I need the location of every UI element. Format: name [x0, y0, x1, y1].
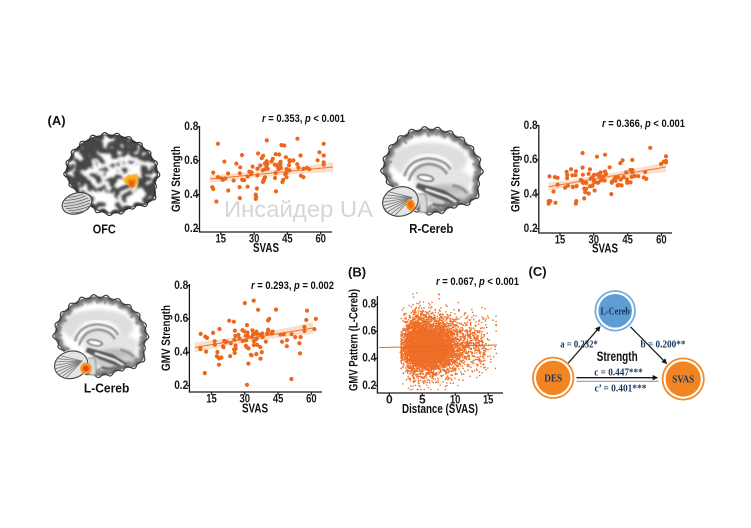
svg-text:r = 0.366, p < 0.001: r = 0.366, p < 0.001 [602, 118, 685, 130]
svg-text:R-Cereb: R-Cereb [409, 221, 453, 236]
svg-text:c = 0.447***: c = 0.447*** [594, 367, 643, 378]
svg-text:0.2: 0.2 [174, 378, 188, 392]
svg-text:L-Cereb: L-Cereb [600, 306, 630, 317]
svg-text:0.2: 0.2 [362, 378, 376, 392]
svg-text:45: 45 [622, 233, 633, 247]
svg-text:45: 45 [282, 232, 293, 246]
svg-text:(A): (A) [48, 113, 66, 128]
svg-text:OFC: OFC [93, 222, 117, 237]
svg-text:0.2: 0.2 [524, 221, 538, 235]
svg-text:GMV Strength: GMV Strength [159, 305, 173, 371]
svg-text:0.4: 0.4 [524, 187, 538, 201]
svg-text:0.6: 0.6 [184, 153, 198, 167]
svg-text:60: 60 [306, 392, 317, 406]
svg-text:5: 5 [419, 393, 426, 407]
svg-text:30: 30 [589, 233, 600, 247]
svg-text:10: 10 [450, 393, 461, 407]
svg-text:0.6: 0.6 [174, 311, 188, 325]
svg-text:SVAS: SVAS [242, 402, 268, 416]
svg-text:60: 60 [315, 232, 326, 246]
svg-text:L-Cereb: L-Cereb [84, 381, 130, 396]
svg-text:Инсайдер UA: Инсайдер UA [224, 196, 374, 222]
svg-text:0.2: 0.2 [184, 221, 198, 235]
svg-text:r = 0.353, p < 0.001: r = 0.353, p < 0.001 [262, 113, 345, 125]
svg-text:0: 0 [386, 393, 393, 407]
svg-text:GMV Strength: GMV Strength [509, 146, 523, 212]
svg-text:SVAS: SVAS [253, 241, 279, 255]
svg-text:15: 15 [555, 233, 566, 247]
svg-text:(C): (C) [529, 264, 547, 279]
svg-text:DES: DES [544, 372, 562, 384]
svg-text:(B): (B) [348, 265, 366, 280]
svg-text:r = 0.067, p < 0.001: r = 0.067, p < 0.001 [436, 276, 519, 288]
svg-text:b = 0.200**: b = 0.200** [641, 339, 686, 350]
svg-text:30: 30 [249, 232, 260, 246]
svg-text:0.4: 0.4 [174, 345, 188, 359]
svg-text:r = 0.293, p = 0.002: r = 0.293, p = 0.002 [251, 280, 334, 292]
svg-text:15: 15 [483, 393, 494, 407]
svg-text:0.6: 0.6 [362, 324, 376, 338]
svg-text:GMV Strength: GMV Strength [169, 146, 183, 212]
svg-text:0.4: 0.4 [362, 351, 376, 365]
svg-text:0.4: 0.4 [184, 187, 198, 201]
svg-text:30: 30 [240, 392, 251, 406]
svg-text:15: 15 [216, 232, 227, 246]
svg-text:a = 0.232*: a = 0.232* [560, 339, 598, 350]
svg-text:0.8: 0.8 [174, 278, 188, 292]
svg-text:GMV Pattern (L-Cereb): GMV Pattern (L-Cereb) [347, 289, 361, 391]
svg-text:0.8: 0.8 [184, 119, 198, 133]
svg-text:45: 45 [273, 392, 284, 406]
svg-text:c’ = 0.401***: c’ = 0.401*** [595, 384, 647, 395]
svg-text:15: 15 [206, 392, 217, 406]
svg-text:SVAS: SVAS [592, 242, 618, 256]
svg-text:0.8: 0.8 [524, 118, 538, 132]
svg-text:60: 60 [656, 233, 667, 247]
svg-text:Distance (SVAS): Distance (SVAS) [402, 402, 478, 416]
svg-text:Strength: Strength [597, 349, 638, 364]
svg-text:SVAS: SVAS [672, 374, 694, 386]
svg-text:0.6: 0.6 [524, 152, 538, 166]
svg-text:0.8: 0.8 [362, 297, 376, 311]
